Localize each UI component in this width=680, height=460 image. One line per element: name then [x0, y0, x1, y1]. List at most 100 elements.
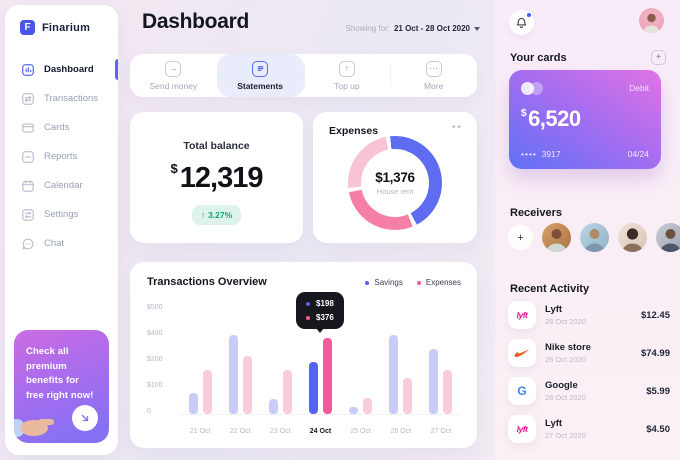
- tooltip-savings-value: $198: [316, 299, 334, 308]
- chart-legend: Savings Expenses: [365, 278, 461, 287]
- bar-expenses-25-oct[interactable]: [363, 398, 373, 414]
- bar-expenses-26-oct[interactable]: [403, 378, 413, 414]
- premium-promo-card[interactable]: Check all premium benefits for free righ…: [14, 330, 109, 443]
- date-range-selector[interactable]: Showing for: 21 Oct - 28 Oct 2020: [345, 24, 480, 33]
- promo-text: Check all premium benefits for free righ…: [26, 346, 94, 402]
- sidebar-item-dashboard[interactable]: Dashboard: [5, 55, 118, 84]
- card-type: Debit: [629, 83, 649, 93]
- transaction-amount: $4.50: [646, 423, 670, 435]
- bar-savings-27-oct[interactable]: [429, 349, 439, 414]
- expenses-amount: $1,376: [375, 170, 415, 185]
- profile-avatar[interactable]: [639, 8, 664, 33]
- top-up-button[interactable]: ↑ Top up: [303, 54, 391, 97]
- legend-expenses[interactable]: Expenses: [416, 278, 461, 287]
- receiver-avatar[interactable]: [656, 223, 680, 252]
- top-up-icon: ↑: [338, 60, 355, 77]
- transactions-icon: [22, 92, 34, 105]
- sidebar-item-label: Chat: [44, 238, 65, 249]
- sidebar-item-chat[interactable]: Chat: [5, 229, 118, 258]
- lyft-logo: lyft: [516, 310, 528, 320]
- lyft-logo: lyft: [516, 424, 528, 434]
- send-money-icon: →: [165, 60, 182, 77]
- sidebar-item-cards[interactable]: Cards: [5, 113, 118, 142]
- bar-savings-24-oct[interactable]: [308, 361, 318, 414]
- receiver-avatar[interactable]: [580, 223, 609, 252]
- more-icon: ⋯: [425, 60, 442, 77]
- sidebar-item-calendar[interactable]: Calendar: [5, 171, 118, 200]
- sidebar-item-reports[interactable]: Reports: [5, 142, 118, 171]
- tooltip-expenses-value: $376: [316, 313, 334, 322]
- send-money-button[interactable]: → Send money: [130, 54, 217, 97]
- nike-logo: [514, 348, 530, 357]
- page-title: Dashboard: [142, 10, 249, 33]
- bar-chart-plot: [180, 308, 461, 415]
- receivers-row: +: [508, 223, 680, 252]
- bar-expenses-27-oct[interactable]: [443, 370, 453, 414]
- legend-savings[interactable]: Savings: [365, 278, 403, 287]
- transaction-amount: $12.45: [640, 309, 670, 321]
- y-tick-label: $400: [147, 330, 163, 337]
- date-range-value: 21 Oct - 28 Oct 2020: [393, 24, 470, 33]
- y-tick-label: $100: [147, 382, 163, 389]
- merchant-icon: lyft: [508, 415, 536, 443]
- statements-button[interactable]: Statements: [216, 54, 304, 97]
- promo-open-button[interactable]: [72, 405, 98, 431]
- merchant-icon: [508, 339, 536, 367]
- y-tick-label: $500: [147, 304, 163, 311]
- bar-expenses-24-oct[interactable]: [322, 337, 332, 414]
- showing-for-label: Showing for:: [345, 24, 390, 33]
- person-icon: [660, 229, 680, 252]
- activity-row[interactable]: Nike store 28 Oct 2020 $74.99: [508, 334, 670, 372]
- arrow-down-right-icon: [81, 414, 89, 422]
- expenses-donut-chart[interactable]: $1,376 House rent: [348, 136, 442, 230]
- y-tick-label: 0: [147, 408, 151, 415]
- bar-expenses-21-oct[interactable]: [202, 370, 212, 414]
- sidebar-item-transactions[interactable]: Transactions: [5, 84, 118, 113]
- bank-card[interactable]: Debit $6,520 •••• 3917 04/24: [509, 70, 661, 169]
- your-cards-title: Your cards: [510, 52, 567, 64]
- x-tick-label: 24 Oct: [309, 428, 332, 435]
- merchant-name: Lyft: [545, 304, 563, 315]
- bar-savings-21-oct[interactable]: [188, 392, 198, 414]
- action-label: Top up: [334, 80, 360, 91]
- transaction-date: 28 Oct 2020: [545, 355, 586, 364]
- balance-amount: $12,319: [170, 161, 264, 194]
- card-icon: [22, 122, 34, 133]
- add-receiver-button[interactable]: +: [508, 225, 533, 250]
- statements-icon: [252, 60, 269, 77]
- y-axis: $500 $400 $200 $100 0: [147, 304, 163, 415]
- bar-savings-26-oct[interactable]: [389, 334, 399, 414]
- receivers-title: Receivers: [510, 207, 562, 219]
- bar-savings-25-oct[interactable]: [349, 407, 359, 414]
- expenses-category: House rent: [376, 187, 414, 196]
- transactions-overview-card: Transactions Overview Savings Expenses $…: [130, 262, 477, 448]
- activity-row[interactable]: G Google 28 Oct 2020 $5.99: [508, 372, 670, 410]
- activity-row[interactable]: lyft Lyft 27 Oct 2020 $4.50: [508, 410, 670, 448]
- finarium-logo-icon: F: [20, 20, 35, 35]
- more-button[interactable]: ⋯ More: [390, 54, 477, 97]
- bar-expenses-22-oct[interactable]: [242, 355, 252, 414]
- savings-dot-icon: [306, 301, 310, 306]
- tooltip-expenses-row: $376: [306, 313, 334, 322]
- bar-group-24-oct: [300, 308, 340, 414]
- right-panel: Your cards + Debit $6,520 •••• 3917 04/2…: [495, 0, 680, 460]
- activity-row[interactable]: lyft Lyft 28 Oct 2020 $12.45: [508, 296, 670, 334]
- action-label: More: [423, 80, 444, 91]
- legend-label: Expenses: [425, 278, 461, 287]
- expenses-options-icon[interactable]: ••: [451, 122, 463, 133]
- receiver-avatar[interactable]: [618, 223, 647, 252]
- merchant-icon: lyft: [508, 301, 536, 329]
- receiver-avatar[interactable]: [542, 223, 571, 252]
- recent-activity-list: lyft Lyft 28 Oct 2020 $12.45 Nike store …: [508, 296, 670, 448]
- notifications-button[interactable]: [509, 10, 534, 35]
- hand-illustration: [14, 419, 54, 437]
- add-card-button[interactable]: +: [651, 50, 666, 65]
- bar-savings-22-oct[interactable]: [228, 335, 238, 414]
- bar-expenses-23-oct[interactable]: [282, 370, 292, 414]
- chart-title: Transactions Overview: [147, 276, 267, 288]
- sidebar-item-settings[interactable]: Settings: [5, 200, 118, 229]
- bar-savings-23-oct[interactable]: [268, 399, 278, 414]
- card-amount: $6,520: [521, 106, 581, 131]
- google-logo: G: [517, 384, 527, 398]
- transaction-date: 28 Oct 2020: [545, 317, 586, 326]
